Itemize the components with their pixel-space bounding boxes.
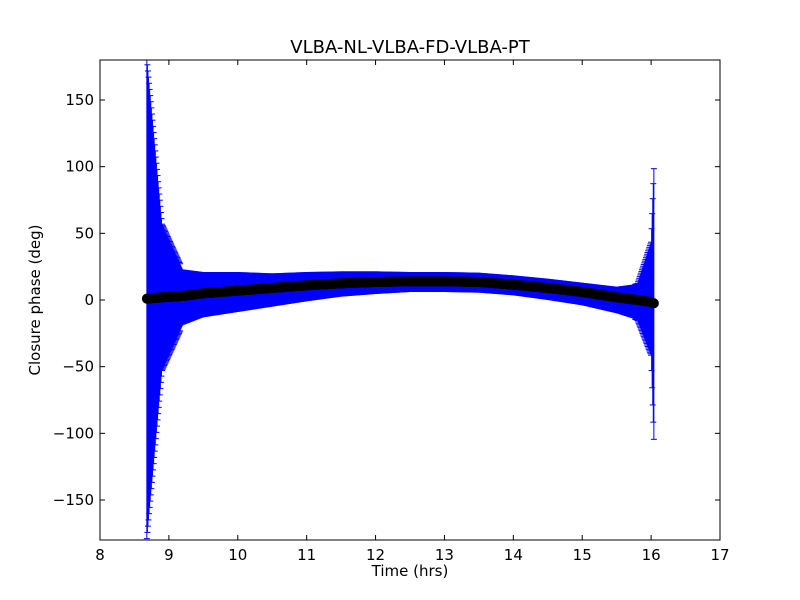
- x-tick-label: 8: [95, 546, 105, 564]
- y-axis-ticks: −150 −100 −50 0 50 100 150: [53, 91, 720, 509]
- y-tick-label: 100: [65, 158, 94, 176]
- x-tick-label: 17: [710, 546, 729, 564]
- x-tick-label: 16: [642, 546, 661, 564]
- x-tick-label: 11: [297, 546, 316, 564]
- y-tick-label: −100: [53, 424, 94, 442]
- x-tick-label: 9: [164, 546, 174, 564]
- x-axis-label: Time (hrs): [371, 562, 449, 580]
- y-axis-label: Closure phase (deg): [26, 225, 44, 376]
- x-tick-label: 14: [504, 546, 523, 564]
- x-axis-ticks: 8 9 10 11 12 13 14 15 16 17: [95, 60, 730, 564]
- chart-title: VLBA-NL-VLBA-FD-VLBA-PT: [290, 37, 530, 58]
- y-tick-label: −50: [62, 358, 94, 376]
- data-points: [141, 276, 659, 309]
- y-tick-label: 150: [65, 91, 94, 109]
- x-tick-label: 12: [366, 546, 385, 564]
- x-tick-label: 10: [228, 546, 247, 564]
- y-tick-label: −150: [53, 491, 94, 509]
- x-tick-label: 15: [573, 546, 592, 564]
- error-bars: [143, 60, 657, 540]
- y-tick-label: 0: [84, 291, 94, 309]
- data-point: [648, 298, 659, 309]
- x-tick-label: 13: [435, 546, 454, 564]
- y-tick-label: 50: [75, 224, 94, 242]
